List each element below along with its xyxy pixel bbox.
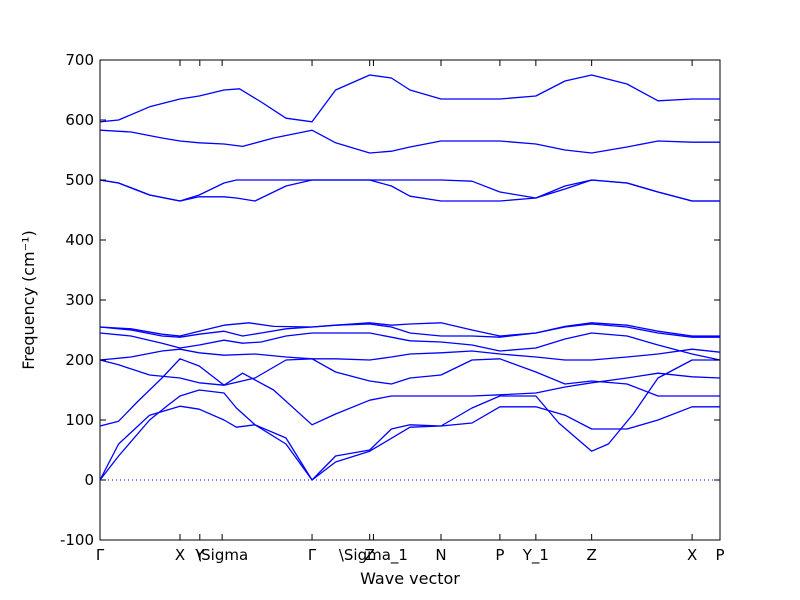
y-tick-label: 600	[65, 111, 94, 129]
x-tick-label: Γ	[308, 546, 317, 564]
band-line	[99, 358, 720, 397]
x-tick-label: N	[435, 546, 446, 564]
x-axis-label: Wave vector	[360, 569, 460, 588]
x-tick-label: Γ	[96, 546, 105, 564]
band-line	[99, 129, 720, 154]
y-tick-label: 200	[65, 351, 94, 369]
band-line	[99, 74, 720, 123]
band-line	[99, 323, 720, 338]
y-tick-label: 0	[84, 471, 94, 489]
x-tick-label: \Sigma	[196, 546, 248, 564]
x-tick-label: Y	[194, 546, 205, 564]
x-tick-label: X	[175, 546, 185, 564]
band-line	[99, 348, 721, 361]
y-tick-label: 100	[65, 411, 94, 429]
y-tick-label: 500	[65, 171, 94, 189]
y-tick-label: 700	[65, 51, 94, 69]
band-line	[99, 322, 720, 337]
x-axis: Γ X Y\Sigma Γ Z\Sigma_1 N P Y_1 Z X P	[96, 60, 725, 565]
plot-frame	[99, 59, 721, 541]
x-tick-label: \Sigma_1	[339, 546, 408, 565]
band-line	[99, 179, 720, 202]
plot-area	[99, 59, 721, 541]
x-tick-label: Z	[587, 546, 597, 564]
x-tick-label: P	[715, 546, 724, 564]
band-line	[99, 405, 720, 481]
y-tick-label: 300	[65, 291, 94, 309]
x-tick-label: P	[495, 546, 504, 564]
y-axis: -100 0 100 200 300 400 500 600 700	[60, 51, 720, 549]
band-line	[99, 359, 720, 481]
x-tick-label: Z	[365, 546, 375, 564]
series-layer	[99, 74, 721, 481]
x-tick-label: X	[687, 546, 697, 564]
band-line	[99, 332, 721, 361]
y-axis-label: Frequency (cm⁻¹)	[19, 230, 38, 369]
y-tick-label: 400	[65, 231, 94, 249]
x-tick-label: Y_1	[522, 546, 549, 565]
y-tick-label: -100	[60, 531, 94, 549]
